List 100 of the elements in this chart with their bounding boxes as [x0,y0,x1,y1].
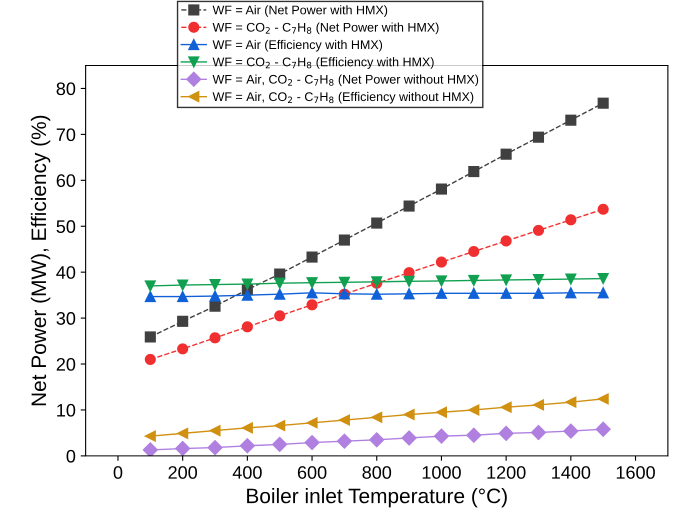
point [272,436,288,452]
x-tick-label: 800 [362,466,392,479]
legend-label: WF = CO$_{2}$ - C$_{7}$H$_{8}$ (Net Power with HMX) [212,22,439,34]
point [596,422,611,437]
legend-label: WF = Air, CO$_{2}$ - C$_{7}$H$_{8}$ (Net Power without HMX) [212,74,478,86]
y-tick-label: 20 [56,358,76,371]
point [404,200,415,212]
point [500,148,512,160]
point [207,440,223,456]
point [336,434,352,449]
point [242,278,253,290]
point [306,251,318,263]
point [144,430,156,442]
point [240,438,255,454]
point [371,217,382,229]
point [565,396,576,408]
point [598,204,609,215]
point [142,442,158,456]
point [242,290,253,301]
point [274,278,286,289]
legend-label: WF = CO$_{2}$ - C$_{7}$H$_{8}$ (Efficiency with HMX) [212,57,434,69]
point [404,288,415,300]
point [274,310,286,322]
point [500,274,512,286]
point [242,422,253,434]
point [466,428,482,443]
point [177,279,188,291]
point [468,404,480,416]
point [598,287,609,298]
y-tick-label: 10 [57,404,76,417]
legend-label: WF = Air (Efficiency with HMX) [212,40,382,52]
point [565,214,576,226]
x-tick-label: 1600 [616,466,655,479]
point [338,414,350,426]
point [565,114,576,126]
point [274,288,286,300]
point [144,354,156,365]
point [532,224,544,236]
point [209,332,221,344]
point [500,288,512,299]
point [468,166,480,178]
point [598,273,609,284]
x-tick-label: 200 [168,466,198,479]
point [436,256,447,268]
x-tick-label: 400 [232,466,262,479]
point [144,290,156,302]
point [436,275,447,286]
x-axis-title: Boiler inlet Temperature (°C) [247,488,507,508]
point [436,288,447,299]
x-tick-label: 1200 [487,466,526,479]
x-tick-label: 0 [114,466,122,479]
point [434,428,450,444]
point [500,235,512,246]
point [177,343,188,354]
point [468,288,480,299]
point [144,280,156,292]
point [532,132,544,143]
point [175,440,190,456]
point [598,98,609,109]
point [209,279,221,290]
point [177,428,188,439]
y-tick-label: 80 [56,82,76,96]
point [242,321,253,332]
point [532,274,544,286]
point [209,425,221,436]
legend-label: WF = Air (Net Power with HMX) [212,5,388,17]
point [563,424,578,439]
point [498,426,514,441]
y-tick-label: 50 [56,220,76,233]
point [565,287,576,298]
y-tick-label: 40 [56,266,76,279]
point [306,277,318,288]
point [371,288,382,300]
x-tick-label: 1400 [552,466,590,479]
point [338,276,350,288]
point [306,299,318,310]
y-tick-label: 0 [66,450,76,463]
point [468,274,480,286]
point [338,234,350,246]
point [304,434,320,450]
point [306,287,318,298]
point [177,316,188,327]
legend-label: WF = Air, CO$_{2}$ - C$_{7}$H$_{8}$ (Efficiency without HMX) [212,92,474,104]
y-tick-label: 60 [56,174,76,188]
point [532,288,544,299]
point [404,408,415,420]
y-axis-title: Net Power (MW), Efficiency (%) [30,116,50,406]
point [436,406,447,418]
point [369,432,384,448]
point [468,246,480,258]
point [436,183,447,195]
point [565,274,576,285]
point [144,331,156,342]
point [404,276,415,287]
x-tick-label: 1000 [422,466,461,479]
point [209,300,221,312]
point [177,290,188,302]
point [371,412,382,423]
y-tick-label: 70 [56,128,76,142]
point [209,290,221,302]
